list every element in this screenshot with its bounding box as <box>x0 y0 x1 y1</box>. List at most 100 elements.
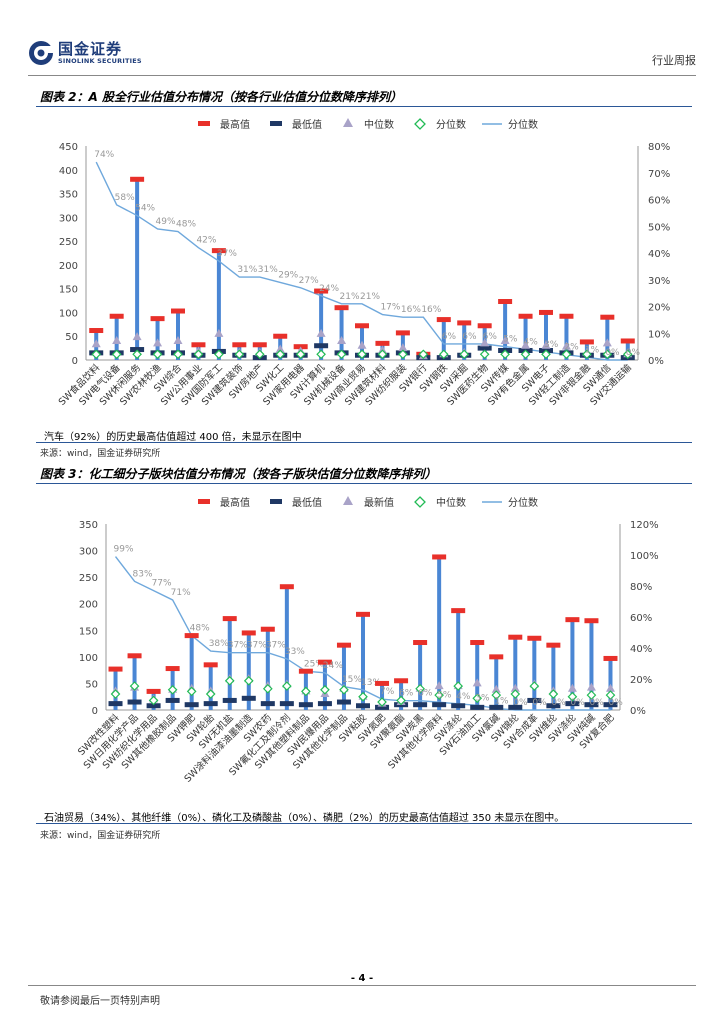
legend-item: 中位数 <box>343 118 394 131</box>
max-marker <box>203 662 218 668</box>
min-marker <box>375 704 390 710</box>
max-marker <box>539 309 553 315</box>
percentile-label: 77% <box>152 579 172 589</box>
legend-item: 分位数 <box>482 118 538 131</box>
y2-tick-label: 40% <box>648 249 670 260</box>
max-marker <box>498 299 513 305</box>
diamond-marker <box>336 349 347 360</box>
y-tick-label: 250 <box>59 237 78 248</box>
max-marker <box>620 338 635 344</box>
percentile-label: 31% <box>237 265 257 275</box>
y2-tick-label: 10% <box>648 329 670 340</box>
min-marker <box>184 702 199 708</box>
triangle-marker <box>586 682 596 691</box>
max-marker <box>108 666 123 672</box>
min-marker <box>413 702 428 708</box>
min-marker <box>451 703 466 709</box>
legend-label: 中位数 <box>364 118 394 131</box>
diamond-marker <box>254 349 265 360</box>
min-marker <box>127 699 142 705</box>
max-marker <box>603 655 618 661</box>
min-marker <box>279 701 294 707</box>
diamond-marker <box>152 349 163 360</box>
percentile-label: 71% <box>171 588 191 598</box>
sinolink-logo-icon <box>29 41 53 65</box>
max-marker <box>127 653 142 659</box>
legend-item: 最新值 <box>343 496 394 509</box>
max-marker <box>356 611 370 617</box>
triangle-marker <box>500 335 510 344</box>
legend-min-icon <box>270 121 282 126</box>
percentile-label: 38% <box>209 639 229 649</box>
legend-item: 分位数 <box>414 118 466 131</box>
range-bar <box>456 610 461 710</box>
range-bar <box>135 179 140 360</box>
percentile-label: 6% <box>418 689 433 699</box>
max-marker <box>527 635 542 641</box>
max-marker <box>600 314 615 320</box>
legend-max-icon <box>198 121 210 126</box>
percentile-label: 4% <box>524 337 539 347</box>
percentile-label: 54% <box>135 204 155 214</box>
diamond-marker <box>561 349 572 360</box>
range-bar <box>551 645 556 710</box>
triangle-marker <box>561 341 571 350</box>
diamond-marker <box>396 695 406 706</box>
max-marker <box>375 340 390 346</box>
percentile-label: 49% <box>156 217 176 227</box>
triangle-marker <box>480 338 490 347</box>
max-marker <box>165 666 180 672</box>
y-tick-label: 250 <box>79 573 98 584</box>
max-marker <box>109 313 124 319</box>
diamond-marker <box>500 349 510 360</box>
percentile-label: 33% <box>285 647 305 657</box>
diamond-marker <box>358 691 368 702</box>
triangle-marker <box>173 335 183 344</box>
diamond-marker <box>110 689 121 699</box>
min-marker <box>603 702 618 708</box>
y2-tick-label: 80% <box>630 582 652 593</box>
percentile-label: 37% <box>266 641 286 651</box>
y2-tick-label: 30% <box>648 276 670 287</box>
max-marker <box>394 678 409 684</box>
diamond-marker <box>173 349 183 360</box>
min-marker <box>546 703 561 709</box>
max-marker <box>395 330 410 336</box>
percentile-label: 0% <box>570 698 585 708</box>
y2-tick-label: 50% <box>648 222 670 233</box>
min-marker <box>222 697 237 703</box>
min-marker <box>336 699 351 705</box>
percentile-label: 27% <box>299 276 319 286</box>
fig3-chart: 最高值 最低值 最新值 中位数 分位数 0 50 100 150 200 250 300 350 0% 20… <box>75 496 659 785</box>
y2-tick-label: 120% <box>630 520 659 531</box>
diamond-marker <box>193 349 204 360</box>
percentile-label: 48% <box>190 624 210 634</box>
range-bar <box>503 301 508 360</box>
triangle-marker <box>472 678 482 687</box>
percentile-label: 1% <box>585 345 600 355</box>
diamond-marker <box>262 683 273 694</box>
y-tick-label: 200 <box>59 261 78 272</box>
max-marker <box>334 305 349 311</box>
percentile-label: 31% <box>258 265 278 275</box>
min-marker <box>477 345 492 351</box>
diamond-marker <box>357 349 367 360</box>
percentile-label: 6% <box>442 332 457 342</box>
diamond-marker <box>377 349 388 360</box>
percentile-label: 0% <box>513 698 528 708</box>
y2-tick-label: 0% <box>648 356 664 367</box>
y2-tick-label: 0% <box>630 706 646 717</box>
percentile-label: 37% <box>228 641 248 651</box>
diamond-marker <box>129 681 140 691</box>
diamond-marker <box>295 349 306 360</box>
legend-min-icon <box>270 499 282 504</box>
range-bar <box>216 250 221 360</box>
percentile-line <box>114 556 611 711</box>
percentile-label: 7% <box>380 687 395 697</box>
legend-label: 最低值 <box>292 118 322 131</box>
triangle-marker <box>316 328 326 337</box>
legend-diamond-icon <box>414 118 426 130</box>
percentile-label: 0% <box>608 698 623 708</box>
triangle-marker <box>153 338 163 347</box>
max-marker <box>89 328 104 334</box>
